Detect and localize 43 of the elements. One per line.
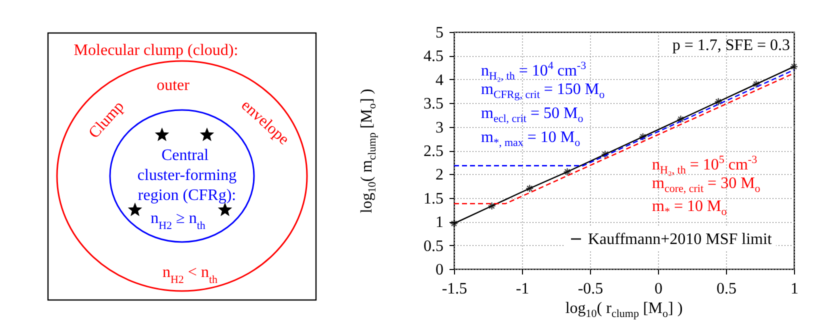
y-tick-label: 1.5 bbox=[424, 190, 444, 208]
text: cluster-forming bbox=[137, 167, 237, 184]
x-tick-label: -1.5 bbox=[442, 280, 468, 298]
annotation: m$_{ecl, crit}$ = 50 M$_{o}$ bbox=[481, 105, 584, 128]
x-tick-label: -0.5 bbox=[578, 280, 604, 298]
y-tick-label: 3.5 bbox=[424, 96, 444, 113]
text: n$_{H2}$ < n$_{th}$ bbox=[162, 264, 218, 286]
point bbox=[638, 132, 648, 141]
point bbox=[563, 168, 572, 176]
text: outer bbox=[156, 77, 190, 94]
point bbox=[676, 115, 685, 124]
annotation: m$_{core, crit}$ = 30 M$_{o}$ bbox=[652, 175, 760, 198]
x-tick-label: 0.5 bbox=[716, 280, 736, 298]
annotation: n$_{H₂, th}$ = 10$^{4}$ cm$^{-3}$ bbox=[481, 60, 586, 83]
point bbox=[488, 202, 496, 210]
x-axis-title: log$_{10}$( r$_{clump}$ [M$_{o}$] ) bbox=[565, 300, 683, 322]
annotation: m$_{*, max}$ = 10 M$_{o}$ bbox=[481, 129, 580, 152]
x-tick-label: -1 bbox=[516, 280, 530, 298]
point bbox=[790, 62, 798, 71]
y-tick-label: 3 bbox=[436, 119, 444, 136]
x-tick-label: 1 bbox=[790, 280, 798, 298]
annotation: m$_{CFRg, crit}$ = 150 M$_{o}$ bbox=[481, 81, 605, 104]
point bbox=[525, 184, 534, 193]
text: Molecular clump (cloud): bbox=[74, 42, 238, 59]
point bbox=[600, 150, 610, 158]
text: Central bbox=[161, 147, 210, 164]
y-tick-label: 2.5 bbox=[424, 143, 444, 160]
y-tick-label: 2 bbox=[436, 166, 444, 184]
y-tick-label: 0.5 bbox=[424, 238, 444, 255]
annotation: n$_{H₂, th}$ = 10$^{5}$ cm$^{-3}$ bbox=[652, 154, 758, 177]
point bbox=[714, 98, 723, 106]
y-tick-label: 4 bbox=[436, 72, 444, 89]
y-tick-label: 4.5 bbox=[424, 48, 444, 66]
text: n$_{H2}$ ≥ n$_{th}$ bbox=[150, 210, 206, 232]
legend-label: Kauffmann+2010 MSF limit bbox=[588, 231, 772, 248]
annotation: m$_{*}$ = 10 M$_{o}$ bbox=[652, 198, 727, 220]
y-tick-label: 1 bbox=[436, 214, 444, 232]
point bbox=[752, 80, 760, 88]
y-tick-label: 0 bbox=[436, 262, 444, 278]
x-tick-label: 0 bbox=[654, 280, 662, 298]
y-tick-label: 5 bbox=[436, 24, 444, 42]
annotation: p = 1.7, SFE = 0.3 bbox=[672, 37, 790, 55]
text: region (CFRg): bbox=[138, 187, 236, 204]
